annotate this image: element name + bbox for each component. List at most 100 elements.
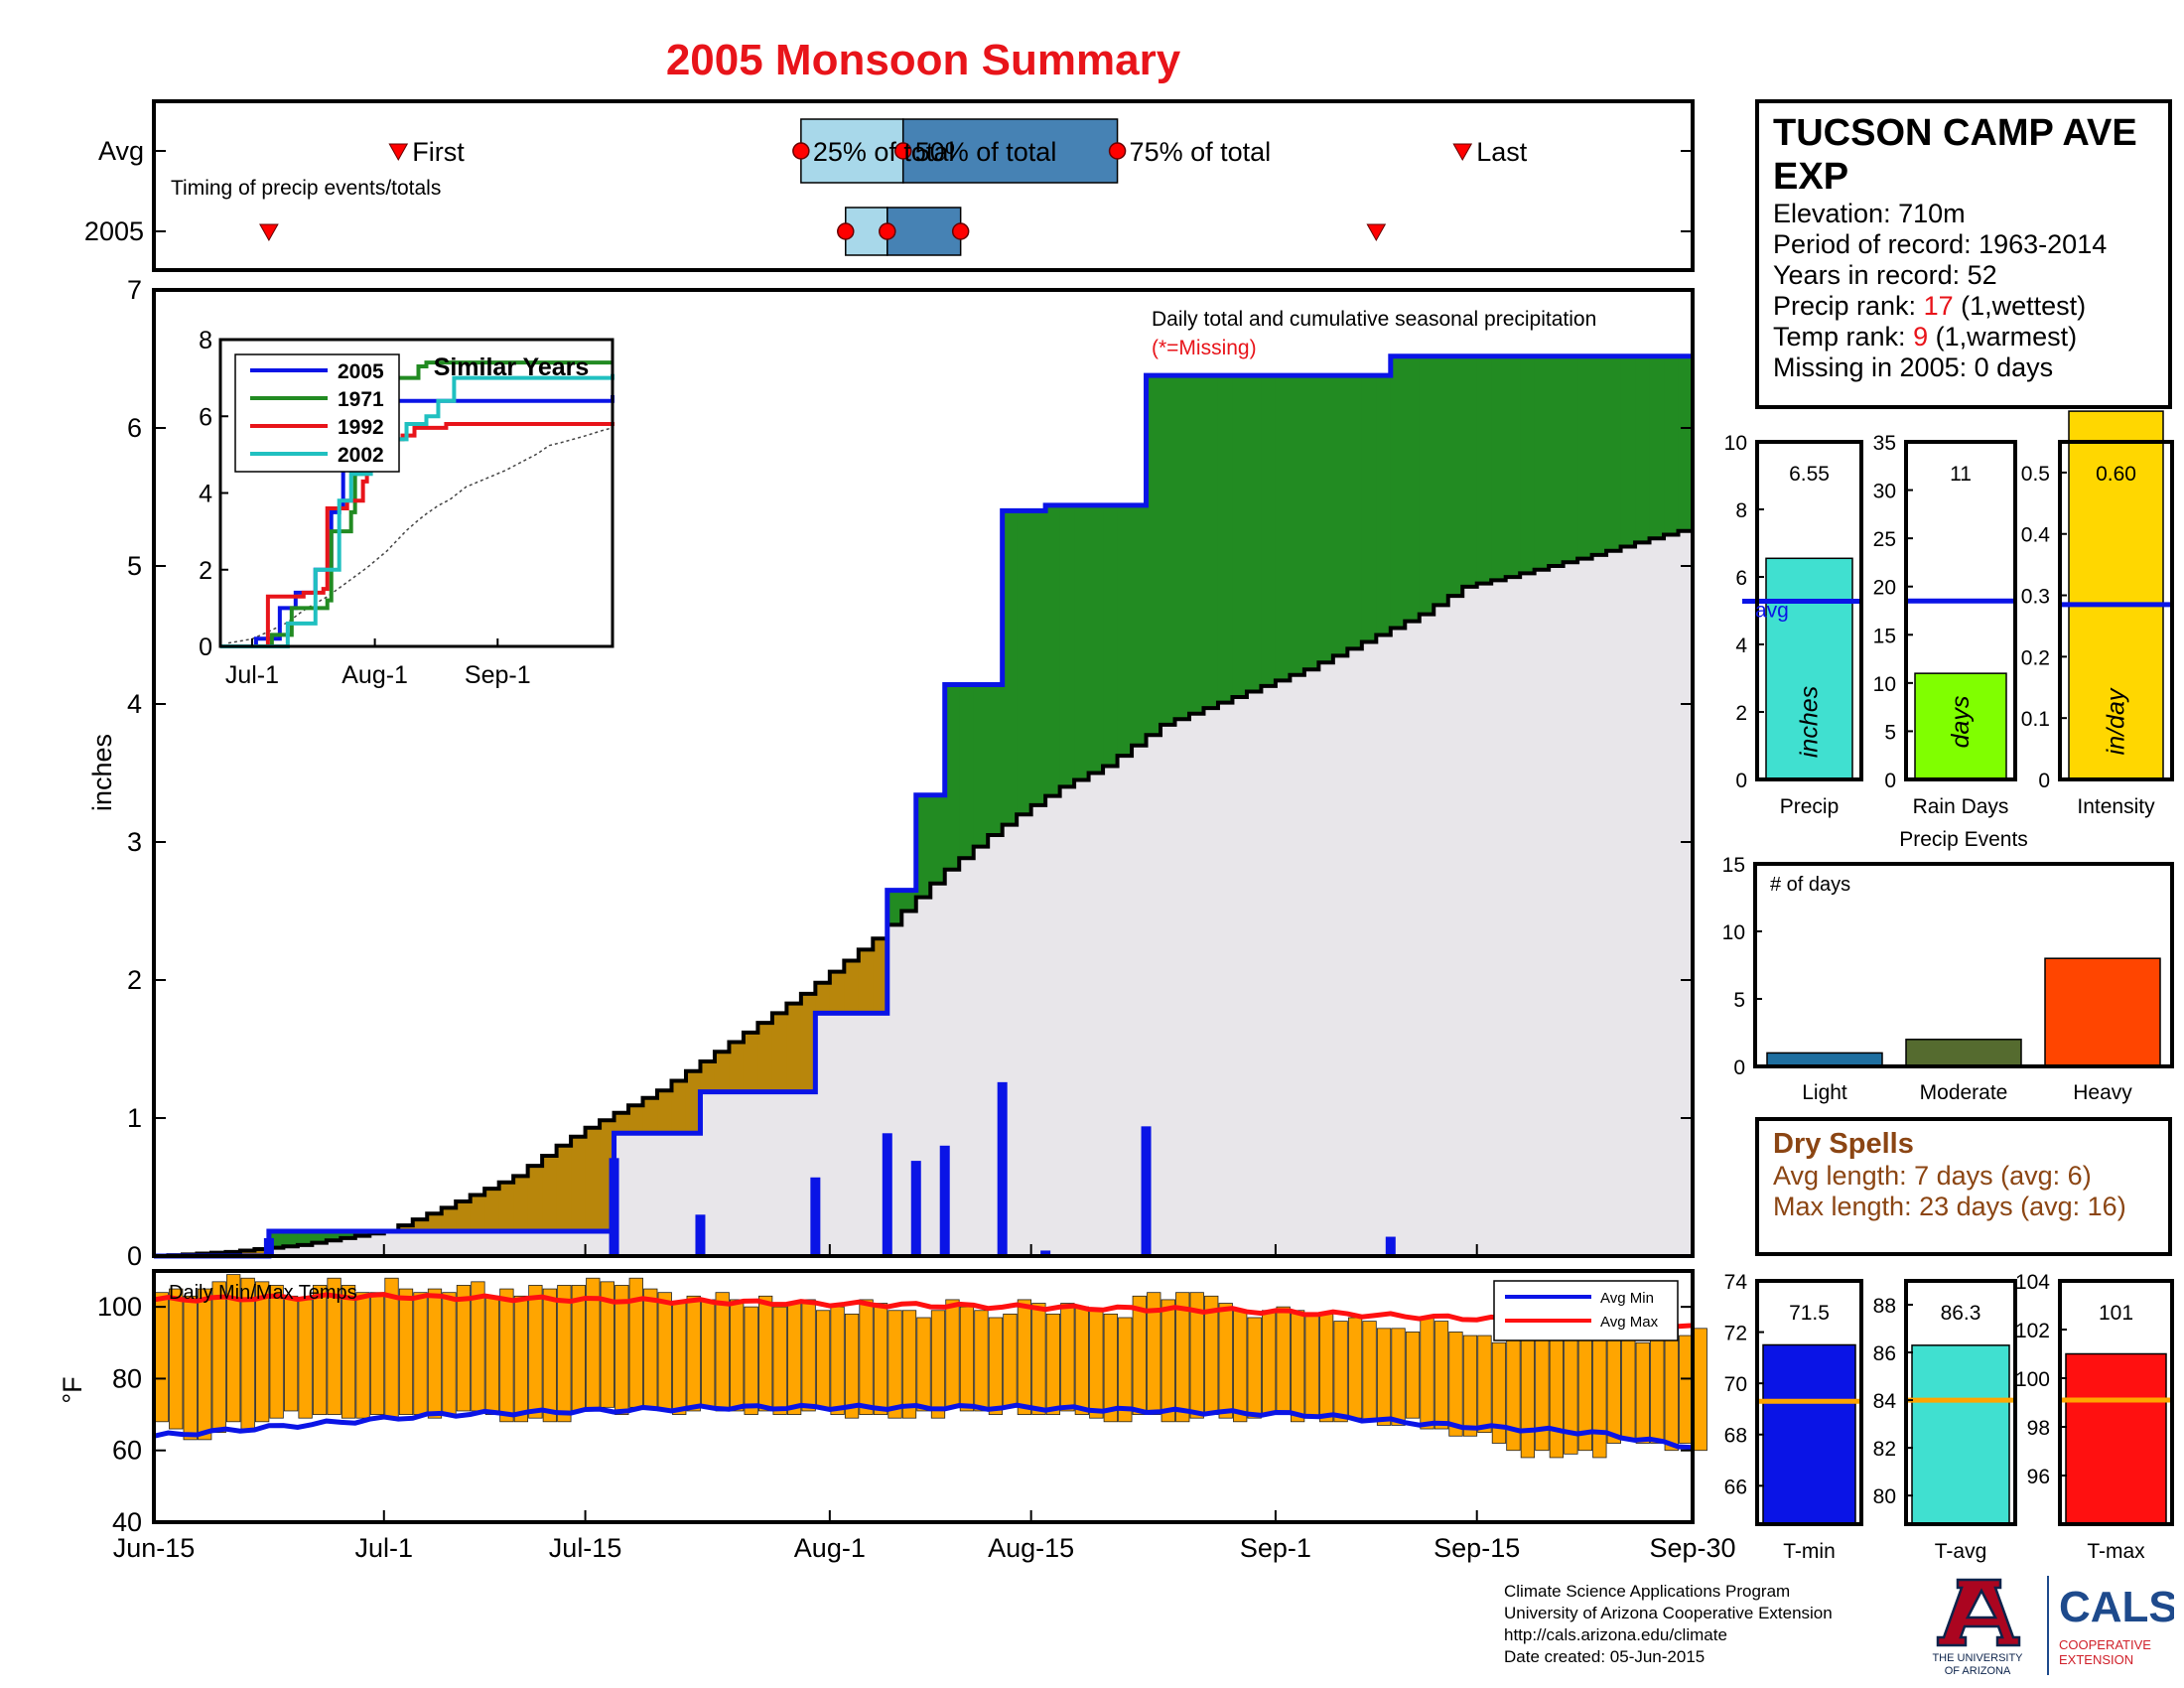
cals-sub2: EXTENSION xyxy=(2059,1652,2133,1667)
summary-unit-label: in/day xyxy=(2103,687,2130,755)
summary-y-tick-label: 20 xyxy=(1873,577,1896,600)
summary-y-tick-label: 25 xyxy=(1873,528,1896,551)
daily-temp-bar xyxy=(1477,1335,1492,1434)
daily-temp-bar xyxy=(1290,1310,1305,1423)
above-avg-area xyxy=(326,1230,341,1241)
daily-temp-bar xyxy=(1448,1332,1463,1437)
above-avg-area xyxy=(1117,504,1133,757)
daily-temp-bar xyxy=(916,1317,931,1412)
above-avg-area xyxy=(1520,355,1536,574)
above-avg-area xyxy=(1390,355,1406,629)
below-avg-area xyxy=(729,1042,745,1092)
above-avg-area xyxy=(1332,375,1348,656)
daily-precip-bar xyxy=(695,1214,706,1256)
below-avg-area xyxy=(412,1219,428,1231)
daily-temp-bar xyxy=(873,1303,888,1415)
legend-label-1971: 1971 xyxy=(338,388,384,411)
daily-temp-bar xyxy=(1017,1299,1032,1415)
below-avg-area xyxy=(700,1061,716,1092)
footer-line1: Climate Science Applications Program xyxy=(1504,1582,1791,1601)
summary-panel-name: Precip xyxy=(1780,795,1840,818)
dry-spells-avg: Avg length: 7 days (avg: 6) xyxy=(1773,1161,2092,1191)
below-avg-area xyxy=(829,971,845,1014)
timing-label-q25: 25% of total xyxy=(813,137,955,167)
above-avg-area xyxy=(1476,355,1492,584)
above-avg-area xyxy=(297,1230,313,1245)
above-avg-area xyxy=(1591,355,1607,555)
below-avg-area xyxy=(585,1127,601,1231)
station-name-line2: EXP xyxy=(1773,156,1849,198)
similar-y-tick-label: 6 xyxy=(199,403,212,431)
precip-rank-suffix: (1,wettest) xyxy=(1953,291,2087,321)
daily-temp-bar xyxy=(1679,1335,1694,1444)
summary-panel-name: T-min xyxy=(1783,1540,1836,1563)
summary-y-tick-label: 30 xyxy=(1873,481,1896,503)
summary-panel-frame xyxy=(1904,440,2017,781)
summary-y-tick-label: 0.2 xyxy=(2021,646,2050,669)
precip-y-tick-label: 4 xyxy=(127,689,142,719)
daily-temp-bar xyxy=(1074,1306,1089,1415)
summary-panel-frame xyxy=(1755,1279,1863,1526)
daily-temp-bar xyxy=(901,1310,917,1419)
daily-temp-bar xyxy=(542,1288,558,1423)
daily-temp-bar xyxy=(198,1288,212,1441)
above-avg-area xyxy=(1303,375,1319,670)
precip-events-y-tick-label: 10 xyxy=(1722,921,1745,944)
summary-y-tick-label: 100 xyxy=(2015,1368,2050,1391)
below-avg-area xyxy=(513,1176,529,1231)
daily-temp-bar xyxy=(730,1299,745,1412)
summary-y-tick-label: 0.5 xyxy=(2021,463,2050,486)
above-avg-area xyxy=(944,684,960,870)
daily-temp-bar xyxy=(1262,1310,1277,1415)
summary-y-tick-label: 70 xyxy=(1724,1373,1747,1396)
page-title: 2005 Monsoon Summary xyxy=(665,36,1181,84)
below-avg-area xyxy=(571,1136,587,1231)
daily-temp-bar xyxy=(959,1306,975,1412)
precip-events-y-label: # of days xyxy=(1770,874,1850,896)
summary-panel-name: Rain Days xyxy=(1913,795,2009,818)
daily-precip-bar xyxy=(910,1161,921,1256)
summary-y-tick-label: 10 xyxy=(1873,673,1896,696)
below-avg-area xyxy=(470,1195,485,1231)
daily-precip-bar xyxy=(997,1081,1008,1256)
avg-cumulative-line xyxy=(154,527,1695,1258)
summary-bar-intensity xyxy=(2068,410,2164,780)
above-avg-area xyxy=(1059,504,1075,787)
above-avg-area xyxy=(1074,504,1090,780)
below-avg-area xyxy=(498,1182,514,1231)
summary-y-tick-label: 35 xyxy=(1873,432,1896,455)
above-avg-area xyxy=(1174,375,1190,720)
avg-min-line xyxy=(153,1402,1694,1451)
x-axis-date-label: Sep-1 xyxy=(1240,1533,1311,1563)
daily-temp-bar xyxy=(1606,1332,1621,1444)
summary-y-tick-label: 10 xyxy=(1724,432,1747,455)
daily-temp-bar xyxy=(1650,1332,1665,1444)
summary-bar-precip xyxy=(1765,557,1853,780)
summary-panel-name: T-max xyxy=(2087,1540,2145,1563)
daily-temp-bar xyxy=(945,1299,960,1408)
summary-value-label: 86.3 xyxy=(1941,1302,1981,1325)
above-avg-area xyxy=(1405,355,1421,622)
daily-temp-bar xyxy=(686,1295,701,1412)
summary-y-tick-label: 72 xyxy=(1724,1323,1747,1345)
legend-label-2005: 2005 xyxy=(338,360,384,383)
below-avg-area xyxy=(873,938,888,1014)
below-avg-area xyxy=(815,982,831,1014)
daily-temp-bar xyxy=(471,1281,485,1412)
temp-legend xyxy=(1493,1280,1679,1341)
station-precip-rank: Precip rank: 17 (1,wettest) xyxy=(1773,291,2154,322)
daily-temp-bar xyxy=(1520,1324,1536,1459)
daily-temp-bar xyxy=(355,1292,370,1419)
legend-label-2002: 2002 xyxy=(338,444,384,467)
precip-events-frame xyxy=(1753,862,2174,1068)
summary-avg-label: avg xyxy=(1755,599,1789,622)
above-avg-area xyxy=(1433,355,1449,606)
below-avg-area xyxy=(484,1189,500,1231)
summary-value-label: 71.5 xyxy=(1789,1302,1830,1325)
daily-temp-bar xyxy=(1132,1295,1147,1415)
timing-box-q2 xyxy=(901,118,1119,184)
daily-temp-bar xyxy=(930,1310,946,1419)
above-avg-area xyxy=(988,684,1004,836)
daily-precip-bar xyxy=(810,1177,821,1256)
above-avg-area xyxy=(959,684,975,859)
